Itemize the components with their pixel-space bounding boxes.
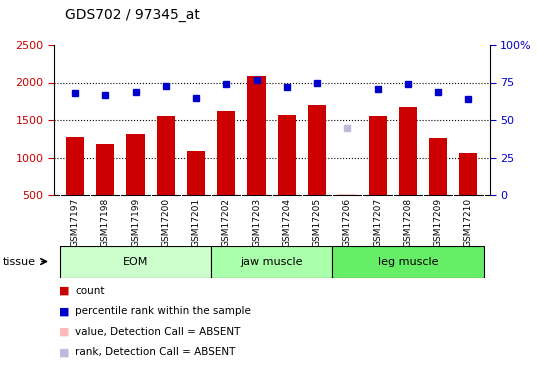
Text: GSM17205: GSM17205 (313, 198, 322, 247)
Text: ■: ■ (59, 327, 70, 337)
Bar (217, 111, 236, 195)
Bar (157, 116, 175, 195)
Text: jaw muscle: jaw muscle (240, 256, 303, 267)
Text: GSM17207: GSM17207 (373, 198, 382, 247)
Text: ■: ■ (59, 348, 70, 357)
Bar (126, 134, 145, 195)
Bar (399, 106, 417, 195)
Text: GSM17199: GSM17199 (131, 198, 140, 247)
Text: value, Detection Call = ABSENT: value, Detection Call = ABSENT (75, 327, 240, 337)
Text: rank, Detection Call = ABSENT: rank, Detection Call = ABSENT (75, 348, 236, 357)
Text: ■: ■ (59, 286, 70, 296)
Bar (187, 151, 205, 195)
Text: GSM17198: GSM17198 (101, 198, 110, 247)
Bar (66, 137, 84, 195)
Bar (96, 144, 115, 195)
Bar (429, 138, 447, 195)
Text: ■: ■ (59, 306, 70, 316)
Bar (308, 105, 326, 195)
Bar (278, 115, 296, 195)
Bar (60, 246, 211, 278)
Bar (247, 76, 266, 195)
Text: percentile rank within the sample: percentile rank within the sample (75, 306, 251, 316)
Text: count: count (75, 286, 105, 296)
Bar (211, 246, 332, 278)
Text: GSM17208: GSM17208 (404, 198, 412, 247)
Bar (459, 153, 477, 195)
Text: GSM17201: GSM17201 (192, 198, 201, 247)
Text: GSM17200: GSM17200 (161, 198, 170, 247)
Text: GSM17197: GSM17197 (70, 198, 80, 247)
Text: GSM17209: GSM17209 (434, 198, 443, 247)
Text: EOM: EOM (123, 256, 148, 267)
Text: GSM17204: GSM17204 (282, 198, 291, 246)
Bar (338, 194, 356, 195)
Text: GDS702 / 97345_at: GDS702 / 97345_at (65, 9, 200, 22)
Bar (369, 116, 387, 195)
Text: GSM17203: GSM17203 (252, 198, 261, 247)
Text: GSM17206: GSM17206 (343, 198, 352, 247)
Bar (332, 246, 484, 278)
Text: tissue: tissue (3, 256, 36, 267)
Text: leg muscle: leg muscle (378, 256, 438, 267)
Text: GSM17210: GSM17210 (464, 198, 473, 247)
Text: GSM17202: GSM17202 (222, 198, 231, 246)
